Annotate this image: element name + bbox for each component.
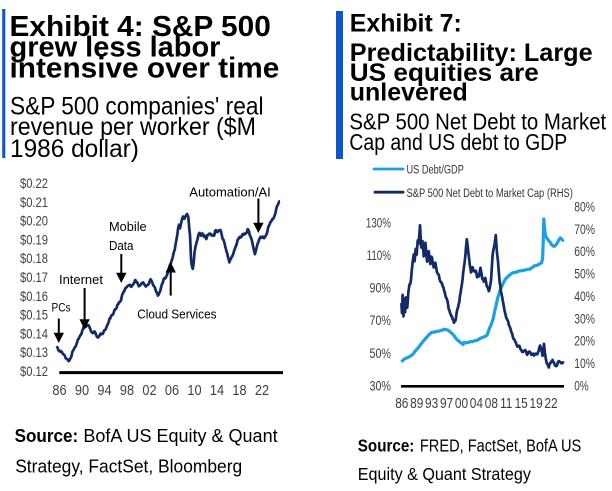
svg-text:14: 14 bbox=[210, 381, 224, 398]
svg-text:22: 22 bbox=[255, 381, 269, 398]
svg-text:1986 dollar): 1986 dollar) bbox=[10, 136, 139, 163]
svg-text:$0.17: $0.17 bbox=[20, 270, 48, 285]
svg-text:S&P 500 Net Debt to Market Cap: S&P 500 Net Debt to Market Cap (RHS) bbox=[407, 187, 573, 200]
svg-text:BofA US Equity & Quant: BofA US Equity & Quant bbox=[83, 425, 277, 446]
svg-text:130%: 130% bbox=[366, 215, 391, 231]
svg-text:Cloud Services: Cloud Services bbox=[137, 307, 216, 322]
svg-text:10%: 10% bbox=[574, 356, 595, 372]
svg-text:Internet: Internet bbox=[59, 272, 103, 287]
svg-text:08: 08 bbox=[485, 395, 498, 412]
svg-text:86: 86 bbox=[395, 395, 408, 412]
svg-text:50%: 50% bbox=[574, 266, 595, 282]
svg-text:89: 89 bbox=[410, 395, 423, 412]
svg-text:110%: 110% bbox=[367, 247, 392, 263]
svg-text:Exhibit 4: S&P 500: Exhibit 4: S&P 500 bbox=[10, 11, 271, 42]
svg-text:Data: Data bbox=[109, 239, 134, 254]
svg-text:80%: 80% bbox=[574, 199, 595, 215]
svg-text:$0.22: $0.22 bbox=[20, 176, 48, 191]
svg-text:US equities are: US equities are bbox=[350, 59, 539, 86]
svg-text:S&P 500 companies' real: S&P 500 companies' real bbox=[10, 92, 263, 120]
svg-text:revenue per worker ($M: revenue per worker ($M bbox=[10, 113, 256, 141]
svg-text:60%: 60% bbox=[574, 244, 595, 260]
svg-text:30%: 30% bbox=[574, 311, 595, 327]
svg-text:Cap and US debt to GDP: Cap and US debt to GDP bbox=[349, 129, 567, 155]
svg-text:04: 04 bbox=[470, 395, 484, 412]
svg-text:90: 90 bbox=[75, 381, 89, 398]
svg-text:40%: 40% bbox=[574, 289, 595, 305]
svg-text:S&P 500 Net Debt to Market: S&P 500 Net Debt to Market bbox=[349, 108, 606, 134]
svg-text:98: 98 bbox=[120, 381, 134, 398]
svg-text:$0.19: $0.19 bbox=[20, 232, 48, 247]
svg-text:FRED, FactSet, BofA US: FRED, FactSet, BofA US bbox=[420, 438, 581, 456]
svg-text:Mobile: Mobile bbox=[109, 219, 147, 234]
svg-text:Equity & Quant Strategy: Equity & Quant Strategy bbox=[358, 465, 532, 485]
svg-text:86: 86 bbox=[52, 381, 66, 398]
svg-text:$0.16: $0.16 bbox=[20, 289, 48, 304]
svg-text:Automation/AI: Automation/AI bbox=[189, 184, 270, 199]
svg-text:$0.12: $0.12 bbox=[20, 364, 48, 379]
svg-text:$0.18: $0.18 bbox=[20, 251, 48, 266]
svg-text:Predictability: Large: Predictability: Large bbox=[350, 39, 593, 67]
svg-text:0%: 0% bbox=[574, 378, 589, 394]
svg-text:grew less labor: grew less labor bbox=[10, 32, 221, 64]
svg-text:US Debt/GDP: US Debt/GDP bbox=[407, 165, 464, 177]
svg-text:unlevered: unlevered bbox=[350, 79, 468, 107]
svg-text:$0.14: $0.14 bbox=[20, 326, 48, 341]
svg-text:50%: 50% bbox=[370, 346, 391, 362]
svg-text:11: 11 bbox=[500, 395, 512, 412]
svg-text:Strategy, FactSet, Bloomberg: Strategy, FactSet, Bloomberg bbox=[15, 456, 242, 477]
svg-text:30%: 30% bbox=[370, 378, 391, 394]
svg-text:$0.20: $0.20 bbox=[20, 214, 48, 229]
svg-text:18: 18 bbox=[232, 381, 246, 398]
svg-text:15: 15 bbox=[515, 395, 528, 412]
svg-text:Source:: Source: bbox=[358, 437, 415, 456]
svg-text:00: 00 bbox=[455, 395, 468, 412]
svg-text:90%: 90% bbox=[370, 280, 391, 296]
svg-text:93: 93 bbox=[425, 395, 438, 412]
svg-text:intensive over time: intensive over time bbox=[10, 53, 280, 84]
svg-text:PCs: PCs bbox=[52, 302, 71, 315]
svg-text:22: 22 bbox=[544, 395, 557, 412]
svg-text:$0.21: $0.21 bbox=[20, 195, 48, 210]
svg-text:19: 19 bbox=[529, 395, 542, 412]
svg-text:94: 94 bbox=[97, 381, 111, 398]
svg-text:$0.13: $0.13 bbox=[20, 345, 48, 360]
svg-text:70%: 70% bbox=[574, 221, 595, 237]
svg-text:06: 06 bbox=[165, 381, 179, 398]
svg-text:Source:: Source: bbox=[15, 425, 79, 446]
svg-text:Exhibit 7:: Exhibit 7: bbox=[350, 9, 462, 37]
svg-text:97: 97 bbox=[440, 395, 453, 412]
svg-text:10: 10 bbox=[187, 381, 201, 398]
svg-text:02: 02 bbox=[142, 381, 156, 398]
svg-text:$0.15: $0.15 bbox=[20, 308, 48, 323]
svg-text:70%: 70% bbox=[370, 313, 391, 329]
svg-text:20%: 20% bbox=[574, 333, 595, 349]
